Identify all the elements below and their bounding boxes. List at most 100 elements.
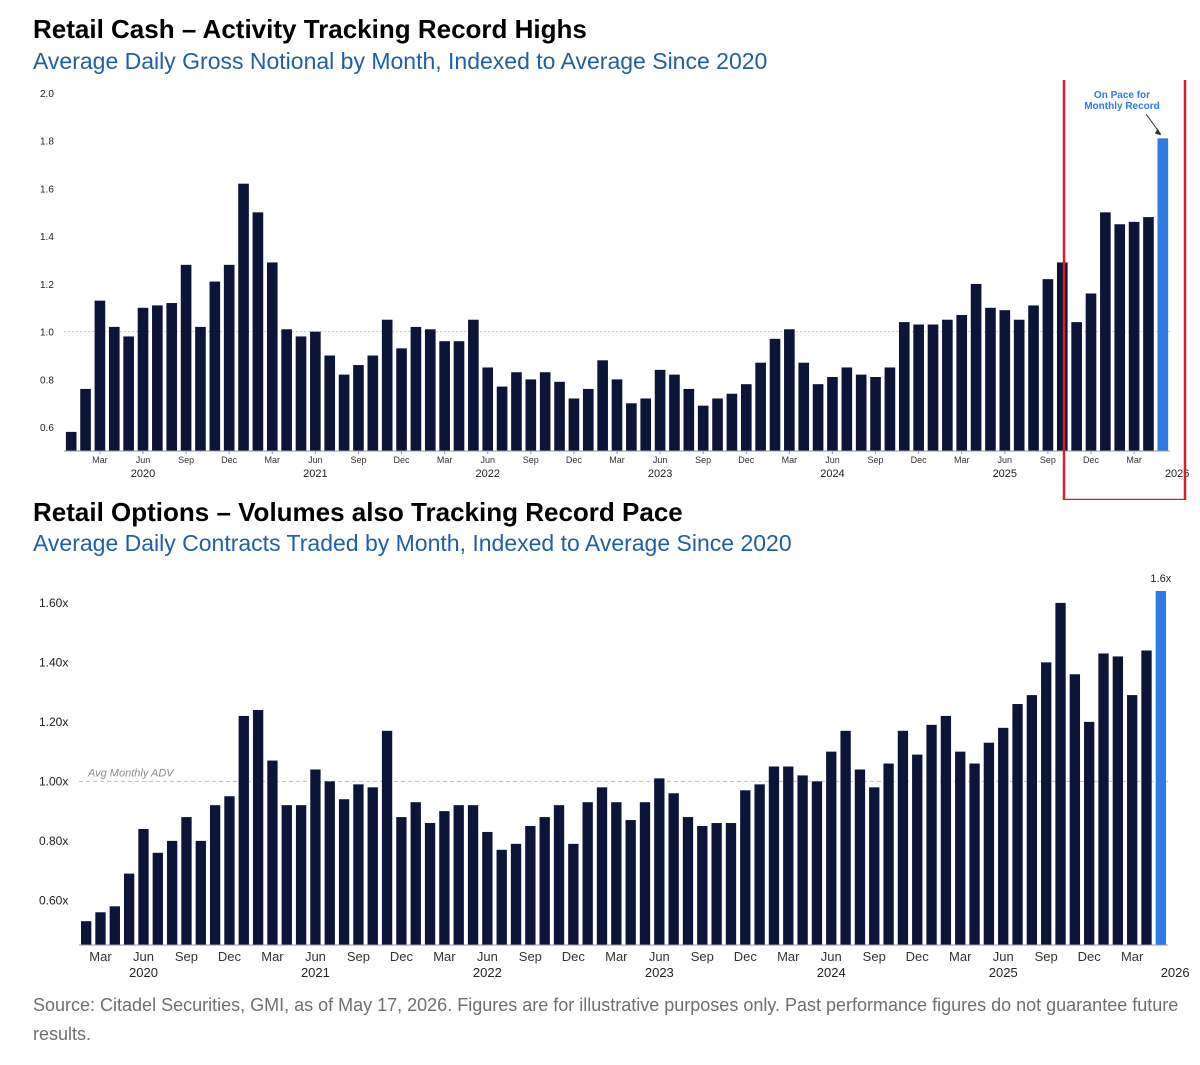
bar bbox=[1013, 319, 1025, 451]
bar bbox=[94, 300, 106, 451]
bar bbox=[424, 329, 436, 451]
bar bbox=[1085, 293, 1097, 451]
bar bbox=[338, 799, 350, 945]
bar bbox=[1100, 212, 1111, 451]
chart-1-subtitle: Average Daily Gross Notional by Month, I… bbox=[33, 48, 768, 74]
x-year-label: 2021 bbox=[301, 965, 330, 980]
bar bbox=[712, 398, 723, 451]
bar bbox=[468, 319, 479, 451]
x-month-label: Jun bbox=[821, 949, 842, 964]
bar bbox=[539, 817, 550, 945]
bar bbox=[295, 805, 307, 945]
bar bbox=[855, 374, 867, 451]
bar bbox=[1155, 590, 1166, 945]
y-tick-label: 1.40x bbox=[39, 655, 68, 669]
bar bbox=[410, 326, 422, 451]
bar bbox=[841, 367, 853, 451]
bar bbox=[883, 763, 894, 945]
bar bbox=[80, 388, 91, 451]
x-month-label: Mar bbox=[261, 949, 284, 964]
bar bbox=[295, 336, 307, 451]
bar bbox=[554, 381, 565, 451]
bar bbox=[281, 805, 292, 945]
bar bbox=[453, 805, 464, 945]
bar bbox=[940, 715, 952, 945]
bar bbox=[640, 398, 652, 451]
x-month-label: Dec bbox=[390, 949, 414, 964]
bar bbox=[798, 362, 810, 451]
x-month-label: Jun bbox=[825, 455, 840, 465]
x-month-label: Sep bbox=[350, 455, 366, 465]
bar bbox=[568, 398, 580, 451]
bar bbox=[1127, 695, 1138, 945]
last-value-label: 1.6x bbox=[1150, 573, 1171, 585]
x-month-label: Sep bbox=[868, 455, 884, 465]
x-month-label: Dec bbox=[562, 949, 586, 964]
x-month-label: Mar bbox=[1126, 455, 1142, 465]
retail-cash-bar-chart: 0.6 0.8 1.0 1.2 1.4 1.6 1.8 2.0 Mar Jun Sep Dec Mar J… bbox=[40, 80, 1189, 500]
bar bbox=[123, 873, 135, 945]
x-year-label: 2026 bbox=[1165, 468, 1189, 480]
x-month-label: Dec bbox=[734, 949, 758, 964]
bar bbox=[367, 787, 378, 945]
bar bbox=[726, 393, 738, 451]
bar bbox=[625, 820, 636, 945]
bar bbox=[1041, 662, 1052, 945]
bar bbox=[453, 341, 465, 451]
x-month-label: Jun bbox=[998, 455, 1013, 465]
bar bbox=[81, 921, 92, 945]
bar bbox=[439, 811, 450, 945]
x-month-label: Sep bbox=[178, 455, 194, 465]
bar bbox=[324, 355, 336, 451]
bar bbox=[983, 742, 995, 945]
bar bbox=[396, 348, 407, 451]
chart-2-title: Retail Options – Volumes also Tracking R… bbox=[33, 497, 683, 527]
x-month-label: Dec bbox=[218, 949, 242, 964]
x-month-label: Mar bbox=[609, 455, 625, 465]
bar bbox=[195, 840, 206, 945]
bar bbox=[367, 355, 379, 451]
bar bbox=[424, 823, 436, 945]
y-tick-label: 1.0 bbox=[40, 328, 54, 339]
bar bbox=[338, 374, 350, 451]
bar bbox=[1069, 674, 1081, 945]
bar bbox=[525, 826, 536, 945]
bar bbox=[65, 431, 77, 451]
bar bbox=[310, 769, 321, 945]
x-month-label: Mar bbox=[949, 949, 972, 964]
x-month-label: Sep bbox=[519, 949, 542, 964]
bar bbox=[1012, 704, 1023, 945]
bar bbox=[1157, 138, 1169, 451]
x-month-label: Jun bbox=[653, 455, 668, 465]
x-month-label: Sep bbox=[347, 949, 370, 964]
bar bbox=[224, 796, 235, 945]
bar bbox=[568, 843, 579, 945]
y-tick-label: 1.8 bbox=[40, 137, 54, 148]
bar bbox=[597, 360, 608, 451]
x-month-label: Sep bbox=[695, 455, 711, 465]
x-month-label: Jun bbox=[649, 949, 670, 964]
bar bbox=[238, 715, 249, 945]
bar bbox=[152, 852, 163, 945]
bar bbox=[711, 823, 722, 945]
bar bbox=[912, 754, 923, 945]
bar bbox=[1084, 721, 1095, 945]
bar bbox=[811, 781, 823, 945]
bar bbox=[985, 307, 996, 451]
x-month-label: Jun bbox=[133, 949, 154, 964]
bar bbox=[439, 341, 450, 451]
x-month-label: Mar bbox=[954, 455, 970, 465]
bar bbox=[926, 724, 937, 945]
bar bbox=[683, 388, 695, 451]
bar bbox=[784, 329, 795, 451]
x-month-label: Mar bbox=[605, 949, 628, 964]
x-year-label: 2025 bbox=[993, 468, 1017, 480]
bar bbox=[1098, 653, 1109, 945]
x-month-label: Mar bbox=[1121, 949, 1144, 964]
bar bbox=[697, 405, 709, 451]
bar bbox=[223, 264, 235, 451]
bar bbox=[381, 730, 393, 945]
bar bbox=[783, 766, 794, 945]
bar bbox=[1055, 602, 1066, 945]
bar bbox=[1042, 279, 1054, 451]
